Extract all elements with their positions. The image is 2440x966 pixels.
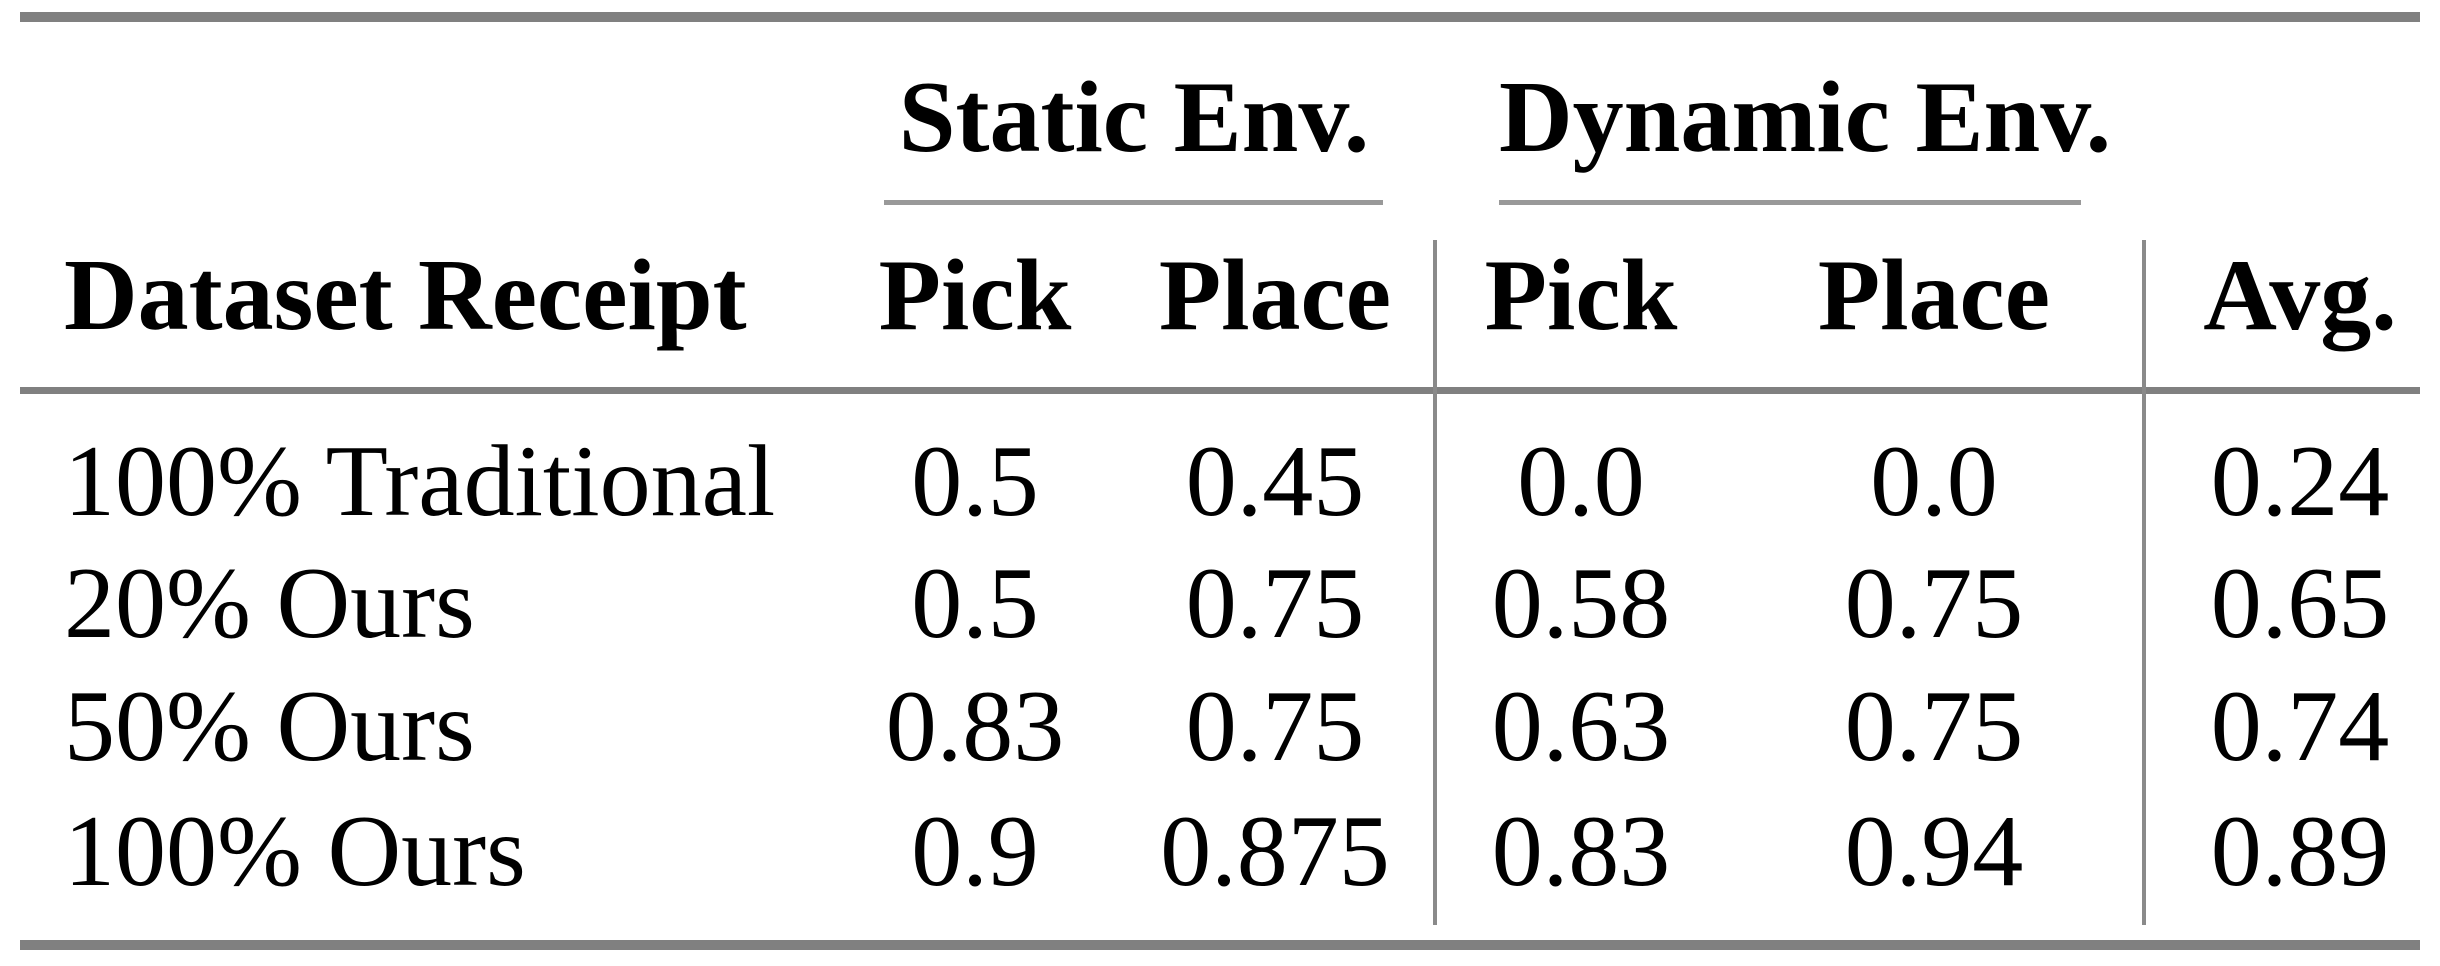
static-pick-header: Pick xyxy=(878,239,1072,352)
static-env-underline xyxy=(884,200,1383,205)
static-pick-value: 0.5 xyxy=(911,425,1039,538)
static-place-value: 0.75 xyxy=(1185,547,1365,660)
static-place-header: Place xyxy=(1158,239,1392,352)
avg-value: 0.89 xyxy=(2210,795,2390,908)
table-row: 100% Traditional 0.5 0.45 0.0 0.0 0.24 xyxy=(0,427,2440,537)
dynamic-pick-value: 0.63 xyxy=(1491,670,1671,783)
avg-value: 0.65 xyxy=(2210,547,2390,660)
static-place-value: 0.45 xyxy=(1185,425,1365,538)
dynamic-place-value: 0.0 xyxy=(1870,425,1998,538)
header-separator-rule xyxy=(20,387,2420,394)
dynamic-pick-header: Pick xyxy=(1484,239,1678,352)
bottom-rule xyxy=(20,940,2420,950)
static-place-value: 0.75 xyxy=(1185,670,1365,783)
table-row: 100% Ours 0.9 0.875 0.83 0.94 0.89 xyxy=(0,797,2440,907)
row-label: 20% Ours xyxy=(64,547,475,660)
static-pick-value: 0.9 xyxy=(911,795,1039,908)
static-pick-value: 0.83 xyxy=(885,670,1065,783)
static-env-header: Static Env. xyxy=(898,61,1370,174)
dynamic-pick-value: 0.83 xyxy=(1491,795,1671,908)
avg-value: 0.24 xyxy=(2210,425,2390,538)
avg-value: 0.74 xyxy=(2210,670,2390,783)
dynamic-place-value: 0.94 xyxy=(1844,795,2024,908)
top-rule xyxy=(20,12,2420,22)
dynamic-place-header: Place xyxy=(1817,239,2051,352)
dynamic-pick-value: 0.58 xyxy=(1491,547,1671,660)
avg-header: Avg. xyxy=(2203,239,2397,352)
table-row: 50% Ours 0.83 0.75 0.63 0.75 0.74 xyxy=(0,672,2440,782)
row-label-header: Dataset Receipt xyxy=(64,239,747,352)
row-label: 50% Ours xyxy=(64,670,475,783)
dynamic-avg-divider xyxy=(2142,240,2146,925)
dynamic-place-value: 0.75 xyxy=(1844,547,2024,660)
static-dynamic-divider xyxy=(1433,240,1437,925)
dynamic-place-value: 0.75 xyxy=(1844,670,2024,783)
row-label: 100% Traditional xyxy=(64,425,776,538)
static-pick-value: 0.5 xyxy=(911,547,1039,660)
dynamic-pick-value: 0.0 xyxy=(1517,425,1645,538)
group-header-row: Static Env. Dynamic Env. xyxy=(0,63,2440,173)
row-label: 100% Ours xyxy=(64,795,526,908)
dynamic-env-underline xyxy=(1499,200,2081,205)
dynamic-env-header: Dynamic Env. xyxy=(1499,61,2112,174)
column-header-row: Dataset Receipt Pick Place Pick Place Av… xyxy=(0,241,2440,351)
static-place-value: 0.875 xyxy=(1160,795,1390,908)
table-row: 20% Ours 0.5 0.75 0.58 0.75 0.65 xyxy=(0,549,2440,659)
